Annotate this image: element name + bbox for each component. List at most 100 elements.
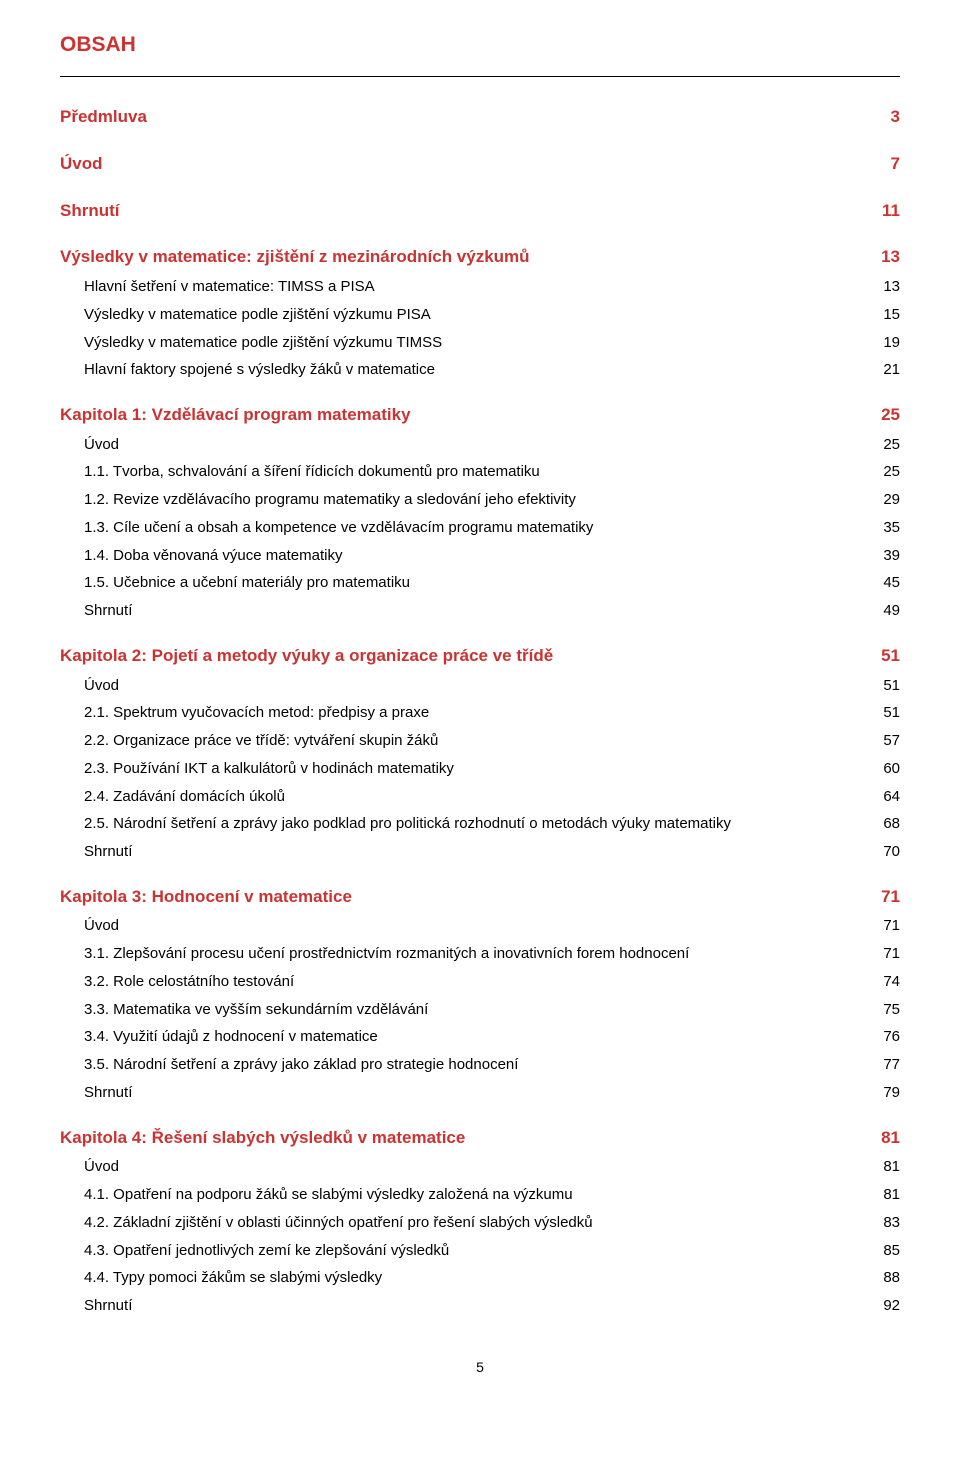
- toc-label: Shrnutí: [84, 1082, 872, 1104]
- toc-label: 2.1. Spektrum vyučovacích metod: předpis…: [84, 702, 872, 724]
- toc-label: 2.2. Organizace práce ve třídě: vytvářen…: [84, 730, 872, 752]
- toc-item[interactable]: Shrnutí92: [60, 1295, 900, 1317]
- toc-label: Shrnutí: [84, 600, 872, 622]
- toc-item[interactable]: Shrnutí70: [60, 841, 900, 863]
- toc-page: 3: [872, 105, 900, 130]
- toc-item[interactable]: Shrnutí49: [60, 600, 900, 622]
- toc-page: 64: [872, 786, 900, 808]
- toc-page: 51: [872, 702, 900, 724]
- toc-label: 2.3. Používání IKT a kalkulátorů v hodin…: [84, 758, 872, 780]
- toc-item[interactable]: 4.2. Základní zjištění v oblasti účinnýc…: [60, 1212, 900, 1234]
- toc-heading-ch2[interactable]: Kapitola 2: Pojetí a metody výuky a orga…: [60, 644, 900, 669]
- toc-item[interactable]: Úvod81: [60, 1156, 900, 1178]
- toc-item[interactable]: Úvod25: [60, 434, 900, 456]
- toc-label: 3.5. Národní šetření a zprávy jako zákla…: [84, 1054, 872, 1076]
- toc-label: Kapitola 1: Vzdělávací program matematik…: [60, 403, 872, 428]
- toc-page: 13: [872, 276, 900, 298]
- toc-label: 4.4. Typy pomoci žákům se slabými výsled…: [84, 1267, 872, 1289]
- toc-label: 1.5. Učebnice a učební materiály pro mat…: [84, 572, 872, 594]
- toc-item[interactable]: 1.5. Učebnice a učební materiály pro mat…: [60, 572, 900, 594]
- toc-label: 2.4. Zadávání domácích úkolů: [84, 786, 872, 808]
- toc-item[interactable]: 4.1. Opatření na podporu žáků se slabými…: [60, 1184, 900, 1206]
- toc-page: 81: [872, 1156, 900, 1178]
- toc-item[interactable]: 3.5. Národní šetření a zprávy jako zákla…: [60, 1054, 900, 1076]
- toc-item[interactable]: Hlavní faktory spojené s výsledky žáků v…: [60, 359, 900, 381]
- toc-heading-uvod[interactable]: Úvod 7: [60, 152, 900, 177]
- toc-label: Kapitola 4: Řešení slabých výsledků v ma…: [60, 1126, 872, 1151]
- toc-page: 15: [872, 304, 900, 326]
- toc-item[interactable]: 2.4. Zadávání domácích úkolů64: [60, 786, 900, 808]
- toc-page: 83: [872, 1212, 900, 1234]
- toc-page: 25: [872, 403, 900, 428]
- toc-item[interactable]: 3.4. Využití údajů z hodnocení v matemat…: [60, 1026, 900, 1048]
- toc-heading-predmluva[interactable]: Předmluva 3: [60, 105, 900, 130]
- toc-label: 3.4. Využití údajů z hodnocení v matemat…: [84, 1026, 872, 1048]
- toc-heading-vysledky[interactable]: Výsledky v matematice: zjištění z meziná…: [60, 245, 900, 270]
- toc-page: 88: [872, 1267, 900, 1289]
- toc-label: 1.1. Tvorba, schvalování a šíření řídicí…: [84, 461, 872, 483]
- toc-page: 71: [872, 885, 900, 910]
- toc-heading-ch4[interactable]: Kapitola 4: Řešení slabých výsledků v ma…: [60, 1126, 900, 1151]
- toc-heading-shrnuti[interactable]: Shrnutí 11: [60, 199, 900, 224]
- toc-page: 79: [872, 1082, 900, 1104]
- title-rule: [60, 76, 900, 77]
- toc-item[interactable]: 3.1. Zlepšování procesu učení prostředni…: [60, 943, 900, 965]
- toc-item[interactable]: 3.3. Matematika ve vyšším sekundárním vz…: [60, 999, 900, 1021]
- page-number: 5: [60, 1357, 900, 1377]
- toc-page: 57: [872, 730, 900, 752]
- toc-item[interactable]: 2.1. Spektrum vyučovacích metod: předpis…: [60, 702, 900, 724]
- toc-item[interactable]: 1.2. Revize vzdělávacího programu matema…: [60, 489, 900, 511]
- toc-item[interactable]: Úvod71: [60, 915, 900, 937]
- toc-ch1-items: Úvod25 1.1. Tvorba, schvalování a šíření…: [60, 434, 900, 622]
- toc-page: 51: [872, 675, 900, 697]
- toc-item[interactable]: 1.1. Tvorba, schvalování a šíření řídicí…: [60, 461, 900, 483]
- toc-item[interactable]: 1.3. Cíle učení a obsah a kompetence ve …: [60, 517, 900, 539]
- toc-item[interactable]: Hlavní šetření v matematice: TIMSS a PIS…: [60, 276, 900, 298]
- toc-item[interactable]: 4.4. Typy pomoci žákům se slabými výsled…: [60, 1267, 900, 1289]
- toc-page: 45: [872, 572, 900, 594]
- toc-label: Kapitola 3: Hodnocení v matematice: [60, 885, 872, 910]
- page-title: OBSAH: [60, 30, 900, 60]
- toc-heading-ch1[interactable]: Kapitola 1: Vzdělávací program matematik…: [60, 403, 900, 428]
- toc-page: 19: [872, 332, 900, 354]
- toc-page: 92: [872, 1295, 900, 1317]
- toc-item[interactable]: 4.3. Opatření jednotlivých zemí ke zlepš…: [60, 1240, 900, 1262]
- toc-item[interactable]: 1.4. Doba věnovaná výuce matematiky39: [60, 545, 900, 567]
- toc-item[interactable]: 2.3. Používání IKT a kalkulátorů v hodin…: [60, 758, 900, 780]
- toc-item[interactable]: Úvod51: [60, 675, 900, 697]
- toc-label: Úvod: [84, 675, 872, 697]
- toc-page: 85: [872, 1240, 900, 1262]
- toc-label: 4.3. Opatření jednotlivých zemí ke zlepš…: [84, 1240, 872, 1262]
- toc-item[interactable]: 3.2. Role celostátního testování74: [60, 971, 900, 993]
- toc-label: Úvod: [60, 152, 872, 177]
- toc-label: Výsledky v matematice podle zjištění výz…: [84, 304, 872, 326]
- toc-heading-ch3[interactable]: Kapitola 3: Hodnocení v matematice 71: [60, 885, 900, 910]
- toc-item[interactable]: Shrnutí79: [60, 1082, 900, 1104]
- toc-item[interactable]: 2.2. Organizace práce ve třídě: vytvářen…: [60, 730, 900, 752]
- toc-page: 51: [872, 644, 900, 669]
- toc-page: 29: [872, 489, 900, 511]
- toc-label: Úvod: [84, 434, 872, 456]
- toc-page: 70: [872, 841, 900, 863]
- toc-label: Kapitola 2: Pojetí a metody výuky a orga…: [60, 644, 872, 669]
- toc-ch3-items: Úvod71 3.1. Zlepšování procesu učení pro…: [60, 915, 900, 1103]
- toc-label: Výsledky v matematice: zjištění z meziná…: [60, 245, 872, 270]
- toc-label: Úvod: [84, 1156, 872, 1178]
- toc-page: 81: [872, 1126, 900, 1151]
- toc-page: 13: [872, 245, 900, 270]
- toc-item[interactable]: Výsledky v matematice podle zjištění výz…: [60, 304, 900, 326]
- toc-page: 71: [872, 915, 900, 937]
- toc-label: 3.1. Zlepšování procesu učení prostředni…: [84, 943, 872, 965]
- toc-label: Předmluva: [60, 105, 872, 130]
- toc-label: 2.5. Národní šetření a zprávy jako podkl…: [84, 813, 872, 835]
- toc-page: 60: [872, 758, 900, 780]
- toc-label: 1.3. Cíle učení a obsah a kompetence ve …: [84, 517, 872, 539]
- toc-page: 68: [872, 813, 900, 835]
- toc-page: 25: [872, 461, 900, 483]
- toc-page: 75: [872, 999, 900, 1021]
- toc-label: 4.1. Opatření na podporu žáků se slabými…: [84, 1184, 872, 1206]
- toc-page: 7: [872, 152, 900, 177]
- toc-ch4-items: Úvod81 4.1. Opatření na podporu žáků se …: [60, 1156, 900, 1317]
- toc-item[interactable]: Výsledky v matematice podle zjištění výz…: [60, 332, 900, 354]
- toc-item[interactable]: 2.5. Národní šetření a zprávy jako podkl…: [60, 813, 900, 835]
